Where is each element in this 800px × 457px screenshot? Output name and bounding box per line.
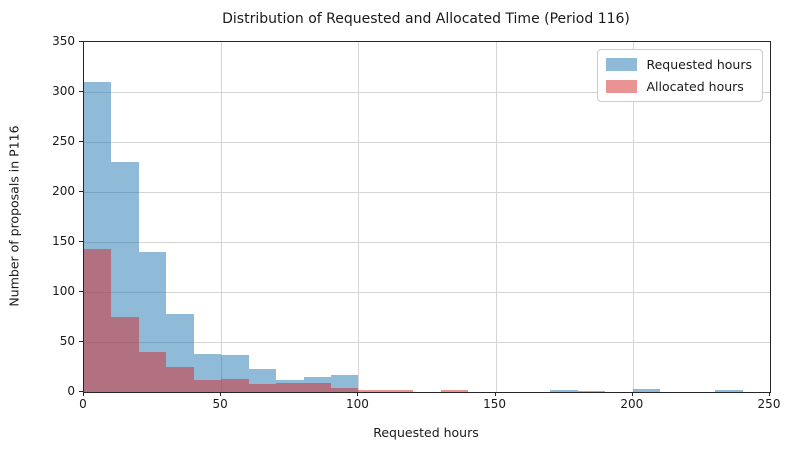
y-tick-label: 200 <box>52 184 75 198</box>
allocated-hours-swatch <box>606 80 638 93</box>
histogram-bar-requested <box>715 390 743 392</box>
x-tick-mark <box>220 392 222 396</box>
x-tick-label: 250 <box>757 397 781 411</box>
histogram-bar-allocated <box>111 317 139 392</box>
y-gridline <box>84 242 770 243</box>
y-gridline <box>84 192 770 193</box>
legend-label-requested: Requested hours <box>646 57 752 72</box>
x-axis-label: Requested hours <box>373 425 479 440</box>
x-tick-label: 200 <box>620 397 644 411</box>
histogram-bar-allocated <box>166 367 194 392</box>
x-gridline <box>358 42 360 392</box>
y-tick-label: 150 <box>52 234 75 248</box>
y-tick-label: 350 <box>52 34 75 48</box>
histogram-bar-allocated <box>358 390 386 392</box>
histogram-bar-allocated <box>248 384 277 392</box>
histogram-bar-allocated <box>138 352 167 392</box>
x-tick-mark <box>83 392 84 396</box>
y-tick-label: 50 <box>59 334 75 348</box>
legend: Requested hours Allocated hours <box>597 49 763 102</box>
x-tick-label: 0 <box>79 397 87 411</box>
histogram-bar-allocated <box>84 249 112 392</box>
x-tick-mark <box>769 392 770 396</box>
y-gridline <box>84 292 770 293</box>
plot-area: Requested hours Allocated hours <box>83 41 771 393</box>
x-gridline <box>221 42 223 392</box>
histogram-bar-requested <box>632 389 661 392</box>
y-axis-label: Number of proposals in P116 <box>6 125 22 307</box>
y-tick-label: 0 <box>67 384 75 398</box>
x-tick-label: 50 <box>212 397 228 411</box>
histogram-bar-allocated <box>385 390 414 392</box>
chart-title: Distribution of Requested and Allocated … <box>222 11 630 27</box>
y-tick-label: 100 <box>52 284 75 298</box>
legend-item-requested: Requested hours <box>606 57 752 72</box>
x-gridline <box>495 42 497 392</box>
histogram-bar-allocated <box>193 380 222 392</box>
histogram-bar-allocated <box>330 388 359 392</box>
y-tick-mark <box>79 191 83 192</box>
x-tick-mark <box>631 392 633 396</box>
legend-item-allocated: Allocated hours <box>606 79 752 94</box>
histogram-bar-requested <box>330 375 359 392</box>
y-gridline <box>84 92 770 93</box>
histogram-bar-requested <box>550 390 578 392</box>
histogram-bar-allocated <box>221 379 249 392</box>
x-tick-label: 100 <box>345 397 369 411</box>
histogram-bar-allocated <box>303 383 331 392</box>
x-gridline <box>632 42 634 392</box>
x-tick-mark <box>494 392 496 396</box>
requested-hours-swatch <box>606 58 638 71</box>
y-tick-mark <box>79 341 83 342</box>
histogram-bar-allocated <box>577 391 606 392</box>
y-tick-mark <box>79 241 83 242</box>
y-gridline <box>84 342 770 343</box>
y-tick-mark <box>79 141 83 142</box>
y-tick-label: 300 <box>52 84 75 98</box>
histogram-bar-allocated <box>276 383 304 392</box>
y-tick-mark <box>79 41 83 42</box>
histogram-bar-allocated <box>440 390 469 392</box>
y-gridline <box>84 142 770 143</box>
x-tick-label: 150 <box>483 397 507 411</box>
legend-label-allocated: Allocated hours <box>646 79 744 94</box>
y-tick-mark <box>79 291 83 292</box>
y-tick-mark <box>79 91 83 92</box>
y-tick-label: 250 <box>52 134 75 148</box>
y-tick-mark <box>79 391 83 392</box>
x-tick-mark <box>357 392 359 396</box>
